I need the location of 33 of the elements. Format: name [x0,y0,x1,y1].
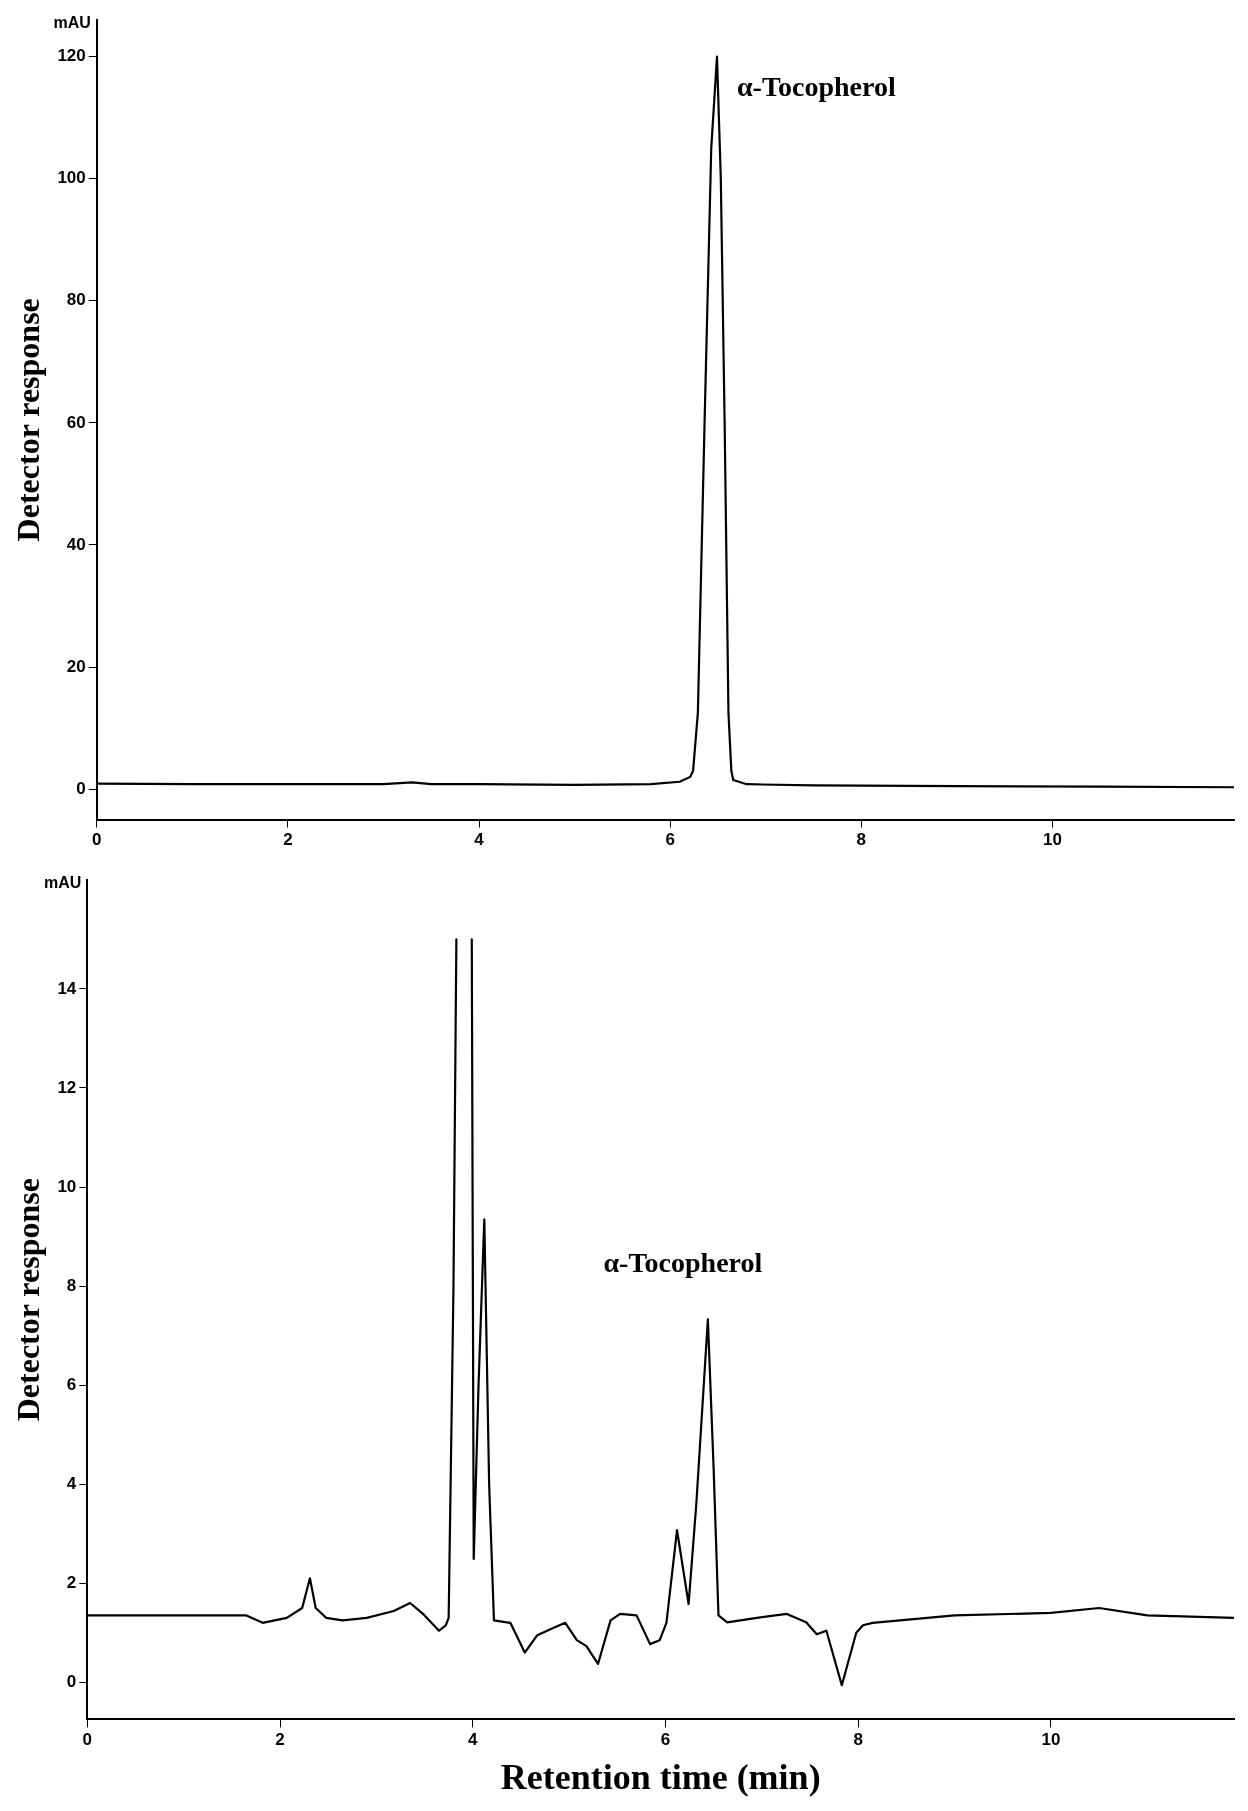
y-tick-label: 80 [66,290,86,310]
y-tick-label: 120 [57,46,86,66]
x-tick-label: 6 [665,830,675,850]
y-tick-label: 14 [57,978,77,998]
text: mAU [53,14,91,32]
x-tick-label: 10 [1041,1730,1061,1750]
y-tick-label: 0 [76,778,86,798]
y-axis-title: Detector response [10,298,47,542]
y-tick-label: 8 [66,1275,77,1295]
y-tick-label: 60 [66,412,86,432]
x-tick-label: 0 [92,830,102,850]
x-tick-label: 6 [660,1730,671,1750]
y-tick-label: 2 [66,1572,77,1592]
x-tick-label: 8 [853,1730,863,1750]
annotation: α-Tocopherol [736,70,896,102]
y-tick-label: 0 [66,1671,77,1691]
x-tick-label: 8 [856,830,867,850]
y-tick-label: 12 [57,1077,77,1097]
y-tick-label: 40 [66,534,86,554]
y-tick-label: 4 [66,1473,77,1493]
y-tick-label: 20 [66,656,86,676]
y-tick-label: 10 [57,1176,77,1196]
text: mAU [43,874,82,892]
x-axis-title: Retention time (min) [500,1756,821,1797]
annotation: α-Tocopherol [603,1247,763,1279]
x-tick-label: 2 [275,1730,285,1750]
x-tick-label: 10 [1042,830,1062,850]
x-tick-label: 4 [474,830,485,850]
y-tick-label: 6 [66,1374,77,1394]
y-axis-title: Detector response [10,1178,47,1422]
x-tick-label: 2 [283,830,293,850]
x-tick-label: 4 [468,1730,479,1750]
y-tick-label: 100 [57,168,86,188]
